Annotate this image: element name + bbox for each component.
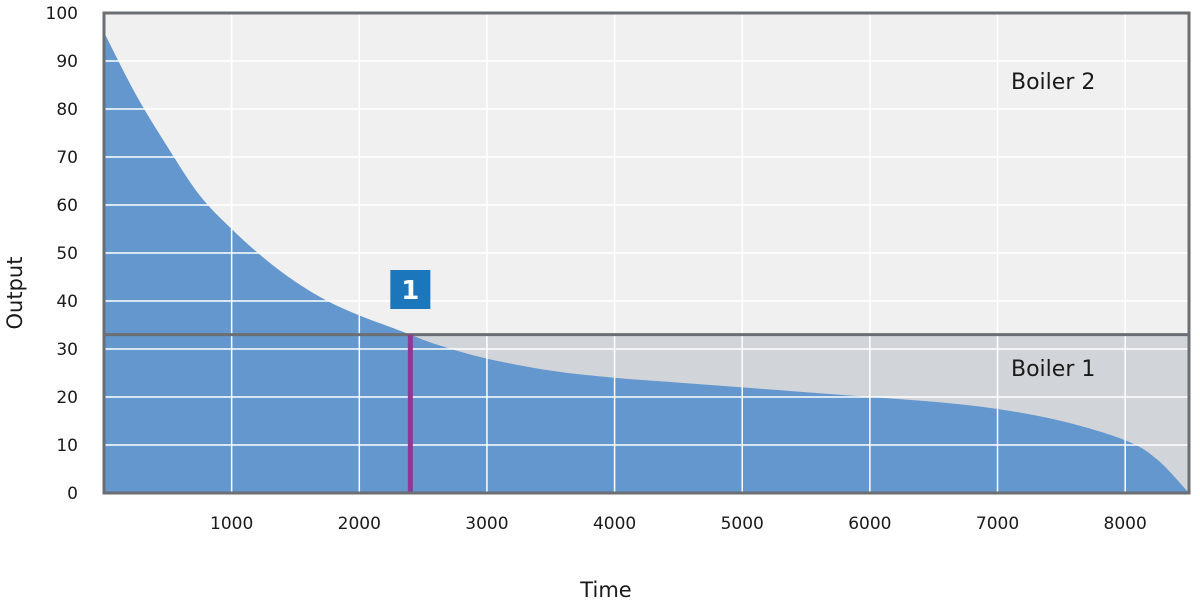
y-tick-label: 100 (46, 4, 78, 24)
x-tick-label: 7000 (976, 514, 1019, 534)
x-tick-label: 1000 (210, 514, 253, 534)
marker-label: 1 (401, 276, 419, 306)
plot-frame (102, 11, 1191, 495)
marker-box (390, 270, 431, 309)
y-tick-label: 20 (56, 388, 78, 408)
x-tick-label: 6000 (848, 514, 891, 534)
x-axis-ticks: 1000 2000 3000 4000 5000 6000 7000 8000 (210, 514, 1147, 534)
area-series (104, 32, 1189, 493)
x-tick-label: 3000 (465, 514, 508, 534)
grid (104, 13, 1189, 493)
y-tick-label: 90 (56, 52, 78, 72)
y-tick-label: 30 (56, 340, 78, 360)
y-tick-label: 70 (56, 148, 78, 168)
y-axis-ticks: 0 10 20 30 40 50 60 70 80 90 100 (46, 4, 78, 504)
x-tick-label: 8000 (1104, 514, 1147, 534)
y-tick-label: 50 (56, 244, 78, 264)
y-axis-label: Output (3, 257, 27, 330)
y-tick-label: 0 (67, 484, 78, 504)
y-tick-label: 10 (56, 436, 78, 456)
y-tick-label: 60 (56, 196, 78, 216)
x-tick-label: 5000 (721, 514, 764, 534)
region-label-boiler-2: Boiler 2 (1011, 70, 1095, 95)
x-tick-label: 2000 (338, 514, 381, 534)
region-label-boiler-1: Boiler 1 (1011, 357, 1095, 382)
x-tick-label: 4000 (593, 514, 636, 534)
x-axis-label: Time (579, 578, 631, 602)
y-tick-label: 80 (56, 100, 78, 120)
y-tick-label: 40 (56, 292, 78, 312)
